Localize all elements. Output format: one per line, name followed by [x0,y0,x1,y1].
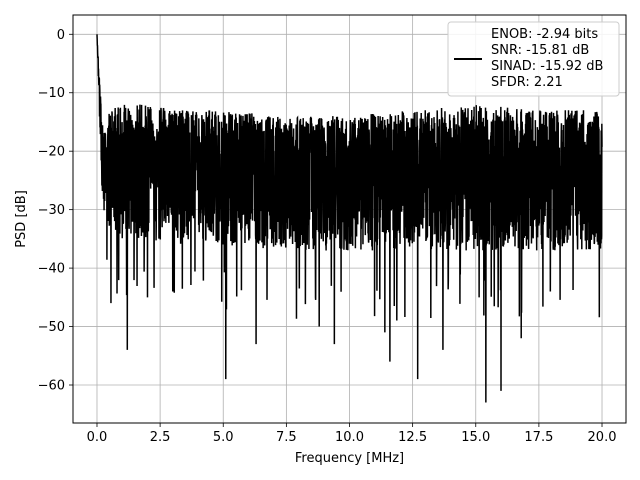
x-tick-label: 7.5 [276,430,297,445]
x-tick-label: 15.0 [461,430,490,445]
legend-entry-line: SNR: -15.81 dB [491,43,589,58]
y-tick-label: −30 [38,203,65,218]
x-axis-label: Frequency [MHz] [295,451,404,466]
x-tick-label: 0.0 [87,430,108,445]
y-tick-label: −60 [38,379,65,394]
y-axis-label: PSD [dB] [14,190,29,248]
legend-entry-line: SFDR: 2.21 [491,75,563,90]
y-tick-label: 0 [57,28,65,43]
plot-area [96,34,603,403]
x-tick-label: 2.5 [150,430,171,445]
x-tick-label: 10.0 [335,430,364,445]
x-tick-label: 5.0 [213,430,234,445]
ticks: 0.0 2.5 5.0 7.5 10.0 12.5 15.0 17.5 20.0 0 −10 −20 −… [38,28,617,445]
psd-series-line [96,34,603,403]
x-tick-label: 12.5 [398,430,427,445]
y-tick-label: −40 [38,262,65,277]
y-tick-label: −50 [38,320,65,335]
legend-entry-line: SINAD: -15.92 dB [491,59,603,74]
y-tick-label: −10 [38,86,65,101]
x-tick-label: 17.5 [524,430,553,445]
legend-box [447,21,620,97]
legend-entry-line: ENOB: -2.94 bits [491,27,598,42]
y-tick-label: −20 [38,145,65,160]
x-tick-label: 20.0 [588,430,617,445]
